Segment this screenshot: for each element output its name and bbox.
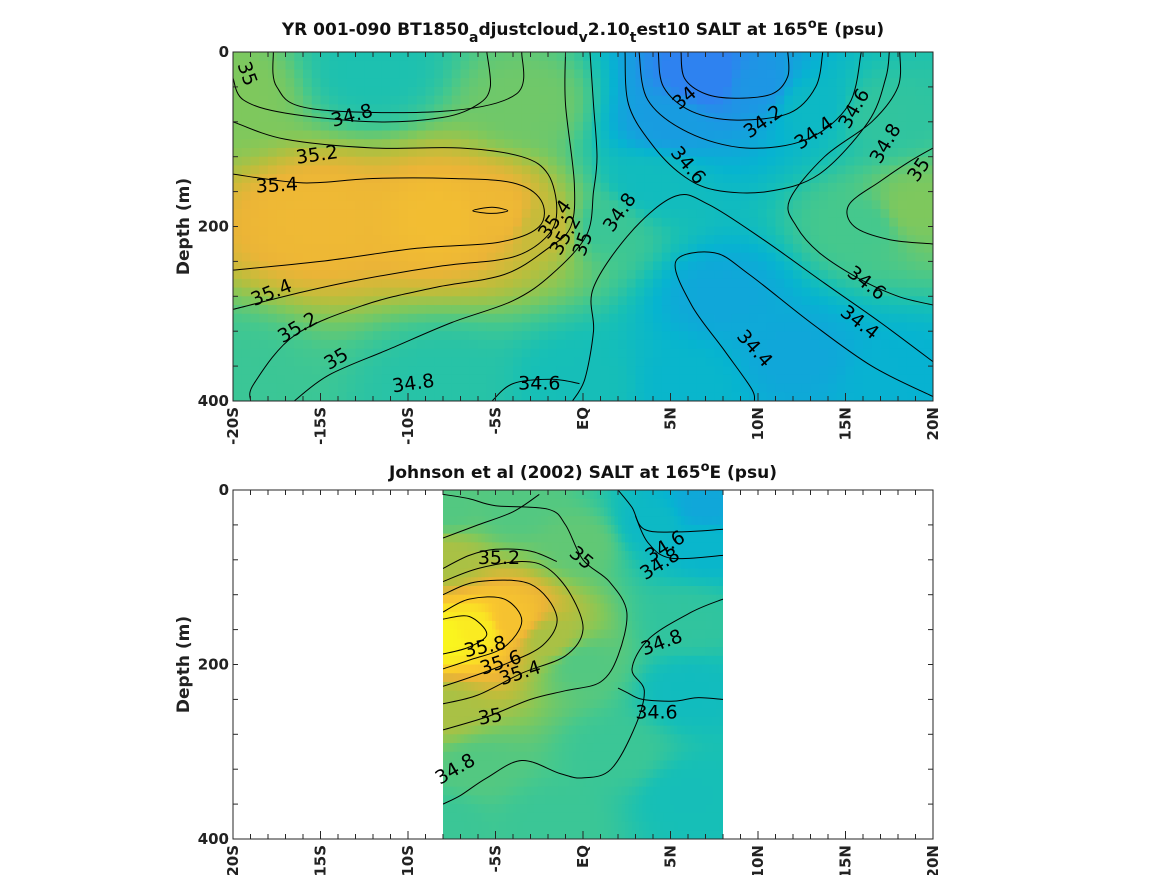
contour-34-8	[787, 52, 933, 306]
contour-34-6	[572, 193, 933, 401]
contour-34-8	[635, 515, 723, 560]
contour-lines	[443, 490, 723, 805]
x-tick-label: -5S	[487, 407, 505, 434]
y-tick-label: 400	[198, 830, 229, 848]
y-tick-label: 0	[219, 481, 229, 499]
contour-35-8	[443, 615, 488, 655]
contour-35-4	[233, 173, 545, 271]
contour-label: 34.6	[518, 373, 560, 395]
contour-35	[846, 147, 933, 245]
x-tick-label: -20S	[224, 407, 242, 445]
contour-label: 35.4	[255, 173, 298, 197]
x-tick-label: -5S	[487, 845, 505, 872]
contour-34-4	[674, 251, 933, 401]
x-tick-label: 10N	[749, 407, 767, 440]
contour-35-6	[443, 596, 523, 670]
contour-35	[249, 52, 576, 401]
x-tick-label: 5N	[662, 407, 680, 430]
contour-34-8	[443, 493, 540, 539]
contour-35	[443, 548, 557, 569]
x-tick-label: 5N	[662, 845, 680, 868]
y-tick-label: 200	[198, 656, 229, 674]
contour-35-4	[443, 579, 558, 687]
x-tick-label: -20S	[224, 845, 242, 875]
x-tick-label: -15S	[312, 845, 330, 875]
contour-35	[443, 493, 628, 731]
contour-34-6	[617, 490, 723, 533]
chart-title: Johnson et al (2002) SALT at 165oE (psu)	[388, 460, 777, 483]
y-tick-label: 400	[198, 392, 229, 410]
contour-34-8	[293, 52, 598, 401]
x-tick-label: -15S	[312, 407, 330, 445]
contour-34-8	[272, 52, 525, 114]
x-tick-label: EQ	[574, 845, 592, 868]
y-tick-label: 0	[219, 43, 229, 61]
contour-34-6	[491, 378, 580, 401]
salinity-field	[233, 52, 933, 401]
chart-panel-2: 35.2 35 34.634.834.834.635.835.635.43534.8…	[174, 460, 942, 875]
chart-title: YR 001-090 BT1850adjustcloudv2.10test10 …	[281, 17, 884, 46]
contour-34-2	[657, 52, 824, 121]
contour-lines	[233, 52, 933, 401]
x-tick-label: 10N	[749, 845, 767, 875]
contour-34-6	[624, 52, 890, 194]
y-axis-label: Depth (m)	[174, 616, 194, 713]
x-tick-label: 15N	[837, 845, 855, 875]
contour-34-6	[617, 687, 723, 702]
contour-label: 34.6	[635, 702, 677, 724]
contour-35-4	[472, 206, 509, 214]
contour-35-2	[443, 560, 584, 705]
contour-34	[680, 52, 790, 99]
x-tick-label: -10S	[399, 845, 417, 875]
y-axis-label: Depth (m)	[174, 178, 194, 275]
contour-35-2	[233, 121, 558, 310]
contour-34-8	[443, 598, 723, 805]
x-tick-label: 20N	[924, 407, 942, 440]
x-tick-label: -10S	[399, 407, 417, 445]
x-tick-label: EQ	[574, 407, 592, 430]
contour-34-4	[638, 52, 862, 149]
contour-35	[233, 52, 492, 123]
x-tick-label: 20N	[924, 845, 942, 875]
contour-label: 35	[476, 704, 504, 730]
y-tick-label: 200	[198, 218, 229, 236]
contour-label: 35.2	[478, 547, 520, 569]
x-tick-label: 15N	[837, 407, 855, 440]
